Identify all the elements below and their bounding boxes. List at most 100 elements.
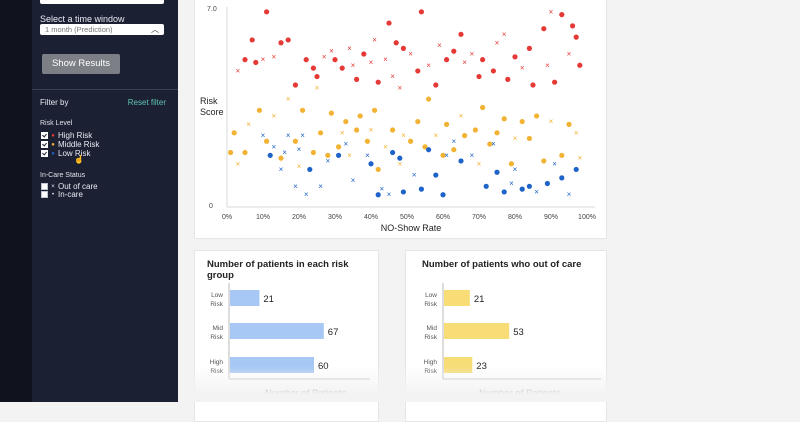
scatter-point[interactable]: × xyxy=(513,134,518,143)
scatter-point[interactable] xyxy=(559,152,565,158)
scatter-point[interactable]: × xyxy=(365,151,370,160)
risk-option-low[interactable]: ● Low Risk xyxy=(41,149,90,158)
scatter-point[interactable] xyxy=(433,82,439,88)
scatter-point[interactable] xyxy=(390,149,396,156)
scatter-point[interactable] xyxy=(292,138,298,144)
scatter-point[interactable]: × xyxy=(534,187,539,196)
scatter-point[interactable] xyxy=(400,189,406,195)
scatter-point[interactable] xyxy=(559,175,565,181)
scatter-point[interactable]: × xyxy=(372,35,377,44)
scatter-point[interactable] xyxy=(483,183,489,189)
scatter-point[interactable] xyxy=(408,138,414,144)
scatter-point[interactable]: × xyxy=(401,131,406,140)
scatter-point[interactable]: × xyxy=(246,120,251,129)
scatter-point[interactable] xyxy=(307,166,313,173)
scatter-point[interactable] xyxy=(249,37,255,43)
scatter-point[interactable]: × xyxy=(329,47,334,56)
scatter-point[interactable] xyxy=(354,127,360,133)
scatter-point[interactable] xyxy=(364,138,370,144)
scatter-point[interactable] xyxy=(318,130,324,136)
scatter-point[interactable] xyxy=(541,26,547,32)
scatter-point[interactable]: × xyxy=(459,111,464,120)
scatter-point[interactable] xyxy=(278,155,284,161)
scatter-point[interactable] xyxy=(418,186,424,192)
care-option-in[interactable]: • In-care xyxy=(41,190,83,199)
scatter-point[interactable] xyxy=(508,161,514,167)
scatter-point[interactable] xyxy=(426,147,432,153)
scatter-point[interactable] xyxy=(256,107,262,113)
scatter-point[interactable] xyxy=(267,152,273,158)
scatter-point[interactable] xyxy=(433,172,439,178)
scatter-point[interactable] xyxy=(451,48,457,54)
scatter-point[interactable] xyxy=(332,57,338,63)
scatter-point[interactable] xyxy=(339,65,345,71)
scatter-point[interactable] xyxy=(336,152,342,158)
scatter-point[interactable] xyxy=(328,110,334,116)
scatter-point[interactable] xyxy=(422,144,428,150)
bar[interactable] xyxy=(230,357,314,373)
scatter-point[interactable] xyxy=(372,107,378,113)
scatter-point[interactable] xyxy=(264,9,270,15)
bar[interactable] xyxy=(230,290,260,306)
scatter-point[interactable]: × xyxy=(491,140,496,149)
scatter-point[interactable]: × xyxy=(545,61,550,70)
scatter-point[interactable]: × xyxy=(574,128,579,137)
scatter-point[interactable]: × xyxy=(577,154,582,163)
scatter-point[interactable]: × xyxy=(509,179,514,188)
scatter-point[interactable] xyxy=(494,169,500,175)
scatter-point[interactable]: × xyxy=(549,7,554,16)
scatter-point[interactable]: × xyxy=(495,38,500,47)
scatter-point[interactable] xyxy=(285,37,291,43)
scatter-point[interactable]: × xyxy=(397,83,402,92)
scatter-point[interactable]: × xyxy=(340,128,345,137)
risk-option-high[interactable]: ● High Risk xyxy=(41,131,92,140)
scatter-point[interactable]: × xyxy=(271,111,276,120)
scatter-point[interactable] xyxy=(480,57,486,63)
scatter-point[interactable] xyxy=(375,79,381,85)
scatter-point[interactable]: × xyxy=(477,159,482,168)
checkbox[interactable] xyxy=(41,150,48,157)
scatter-point[interactable] xyxy=(393,40,399,46)
scatter-point[interactable]: × xyxy=(343,140,348,149)
scatter-point[interactable]: × xyxy=(444,151,449,160)
scatter-point[interactable] xyxy=(418,9,424,15)
scatter-point[interactable] xyxy=(375,192,381,198)
scatter-point[interactable] xyxy=(390,127,396,133)
time-window-select[interactable]: 1 month (Prediction) ︿ xyxy=(40,24,164,35)
scatter-point[interactable] xyxy=(444,57,450,63)
scatter-point[interactable] xyxy=(336,144,342,150)
scatter-point[interactable]: × xyxy=(351,61,356,70)
scatter-point[interactable] xyxy=(530,82,536,88)
scatter-point[interactable]: × xyxy=(351,176,356,185)
scatter-point[interactable] xyxy=(343,118,349,125)
scatter-point[interactable]: × xyxy=(462,58,467,67)
scatter-point[interactable] xyxy=(375,166,381,173)
scatter-point[interactable]: × xyxy=(369,58,374,67)
checkbox[interactable] xyxy=(41,141,48,148)
scatter-point[interactable] xyxy=(490,68,496,74)
scatter-point[interactable]: × xyxy=(325,156,330,165)
scatter-point[interactable] xyxy=(472,127,478,133)
scatter-point[interactable] xyxy=(501,189,507,195)
scatter-point[interactable] xyxy=(415,68,421,74)
scatter-point[interactable]: × xyxy=(383,142,388,151)
scatter-point[interactable]: × xyxy=(322,52,327,61)
scatter-point[interactable]: × xyxy=(261,55,266,64)
scatter-point[interactable] xyxy=(415,118,421,125)
scatter-point[interactable] xyxy=(292,82,298,88)
scatter-point[interactable] xyxy=(253,59,259,66)
scatter-point[interactable] xyxy=(480,104,486,111)
risk-option-middle[interactable]: ● Middle Risk xyxy=(41,140,99,149)
scatter-point[interactable] xyxy=(310,65,316,71)
scatter-point[interactable]: × xyxy=(279,165,284,174)
scatter-point[interactable] xyxy=(573,34,579,40)
scatter-point[interactable] xyxy=(368,161,374,167)
bar[interactable] xyxy=(444,290,470,306)
scatter-point[interactable] xyxy=(577,62,583,68)
scatter-point[interactable] xyxy=(242,149,248,156)
scatter-point[interactable] xyxy=(534,113,540,119)
scatter-point[interactable] xyxy=(386,20,392,26)
scatter-point[interactable] xyxy=(458,31,464,37)
scatter-point[interactable]: × xyxy=(502,30,507,39)
scatter-point[interactable]: × xyxy=(347,151,352,160)
